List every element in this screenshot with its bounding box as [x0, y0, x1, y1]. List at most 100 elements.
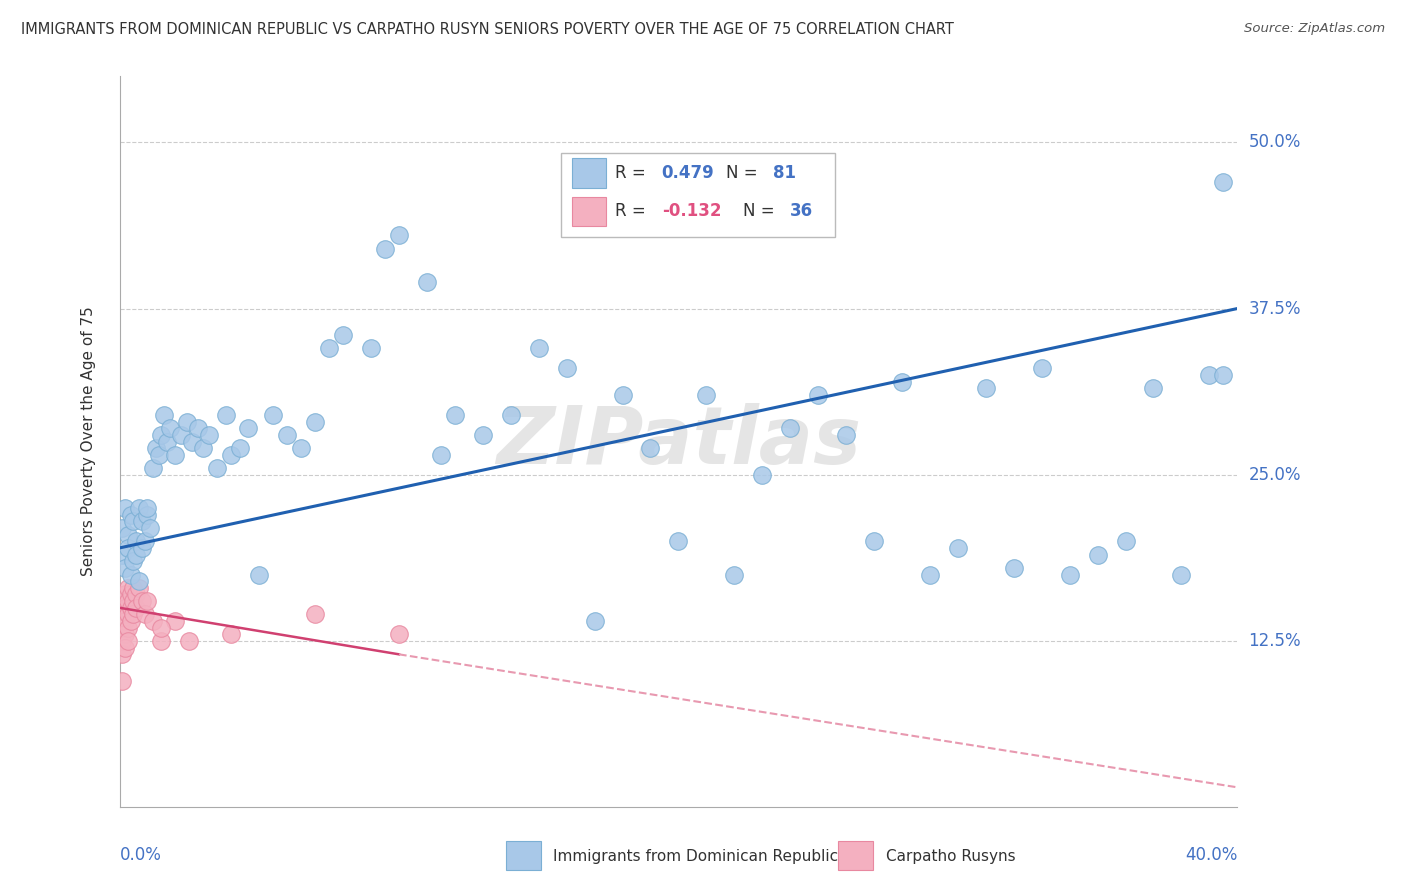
Point — [111, 548, 134, 562]
Point — [142, 461, 165, 475]
Point — [221, 448, 243, 462]
Text: N =: N = — [727, 164, 763, 182]
Point — [187, 421, 209, 435]
Point — [640, 441, 662, 455]
Point — [122, 607, 145, 622]
Point — [125, 534, 148, 549]
Y-axis label: Seniors Poverty Over the Age of 75: Seniors Poverty Over the Age of 75 — [82, 307, 96, 576]
Point — [236, 421, 259, 435]
Point — [117, 607, 139, 622]
Point — [388, 228, 411, 243]
Point — [1087, 548, 1109, 562]
Point — [114, 614, 136, 628]
Point — [114, 561, 136, 575]
Text: R =: R = — [614, 202, 651, 220]
Point — [128, 574, 150, 589]
Point — [114, 600, 136, 615]
Point — [120, 508, 142, 522]
Point — [128, 501, 150, 516]
Point — [117, 594, 139, 608]
Point — [304, 607, 326, 622]
Point — [318, 342, 340, 356]
Point — [723, 567, 745, 582]
Point — [198, 428, 221, 442]
Text: IMMIGRANTS FROM DOMINICAN REPUBLIC VS CARPATHO RUSYN SENIORS POVERTY OVER THE AG: IMMIGRANTS FROM DOMINICAN REPUBLIC VS CA… — [21, 22, 953, 37]
Point — [290, 441, 312, 455]
Point — [360, 342, 382, 356]
Point — [165, 448, 187, 462]
Point — [150, 428, 173, 442]
Point — [153, 408, 176, 422]
Point — [145, 441, 167, 455]
Point — [122, 594, 145, 608]
Text: Source: ZipAtlas.com: Source: ZipAtlas.com — [1244, 22, 1385, 36]
Point — [122, 581, 145, 595]
Point — [1002, 561, 1025, 575]
Text: 12.5%: 12.5% — [1249, 632, 1301, 650]
Point — [668, 534, 690, 549]
Point — [946, 541, 969, 555]
Point — [114, 640, 136, 655]
FancyBboxPatch shape — [572, 196, 606, 226]
Point — [193, 441, 215, 455]
Point — [125, 587, 148, 601]
Point — [332, 328, 354, 343]
Point — [111, 621, 134, 635]
Point — [136, 501, 159, 516]
Text: 25.0%: 25.0% — [1249, 466, 1301, 483]
Point — [111, 673, 134, 688]
Point — [122, 514, 145, 528]
FancyBboxPatch shape — [561, 153, 835, 236]
Point — [136, 508, 159, 522]
Point — [1142, 381, 1164, 395]
Point — [751, 467, 773, 482]
Point — [111, 594, 134, 608]
Point — [1170, 567, 1192, 582]
Point — [247, 567, 270, 582]
Point — [1031, 361, 1053, 376]
Point — [583, 614, 606, 628]
Point — [131, 541, 153, 555]
Point — [228, 441, 250, 455]
Point — [117, 634, 139, 648]
Point — [807, 388, 830, 402]
Point — [114, 627, 136, 641]
Point — [117, 621, 139, 635]
Point — [695, 388, 717, 402]
Point — [142, 614, 165, 628]
Point — [120, 567, 142, 582]
Point — [863, 534, 886, 549]
Point — [1212, 175, 1234, 189]
Point — [148, 448, 170, 462]
Text: 36: 36 — [790, 202, 813, 220]
Point — [471, 428, 494, 442]
Point — [179, 634, 201, 648]
Point — [120, 614, 142, 628]
Text: 40.0%: 40.0% — [1185, 847, 1237, 864]
Point — [125, 548, 148, 562]
Point — [304, 415, 326, 429]
Point — [555, 361, 578, 376]
Point — [117, 581, 139, 595]
Point — [134, 607, 156, 622]
Point — [111, 607, 134, 622]
Point — [159, 421, 181, 435]
Point — [430, 448, 453, 462]
Point — [444, 408, 467, 422]
Point — [156, 434, 179, 449]
Point — [120, 587, 142, 601]
Text: Carpatho Rusyns: Carpatho Rusyns — [886, 849, 1015, 863]
Point — [131, 594, 153, 608]
Point — [122, 554, 145, 568]
Point — [181, 434, 204, 449]
Point — [207, 461, 229, 475]
Text: ZIPatlas: ZIPatlas — [496, 402, 860, 481]
Point — [388, 627, 411, 641]
Point — [150, 634, 173, 648]
Text: 0.0%: 0.0% — [120, 847, 162, 864]
Point — [221, 627, 243, 641]
Point — [131, 514, 153, 528]
Point — [974, 381, 997, 395]
Text: Immigrants from Dominican Republic: Immigrants from Dominican Republic — [553, 849, 838, 863]
Point — [136, 594, 159, 608]
